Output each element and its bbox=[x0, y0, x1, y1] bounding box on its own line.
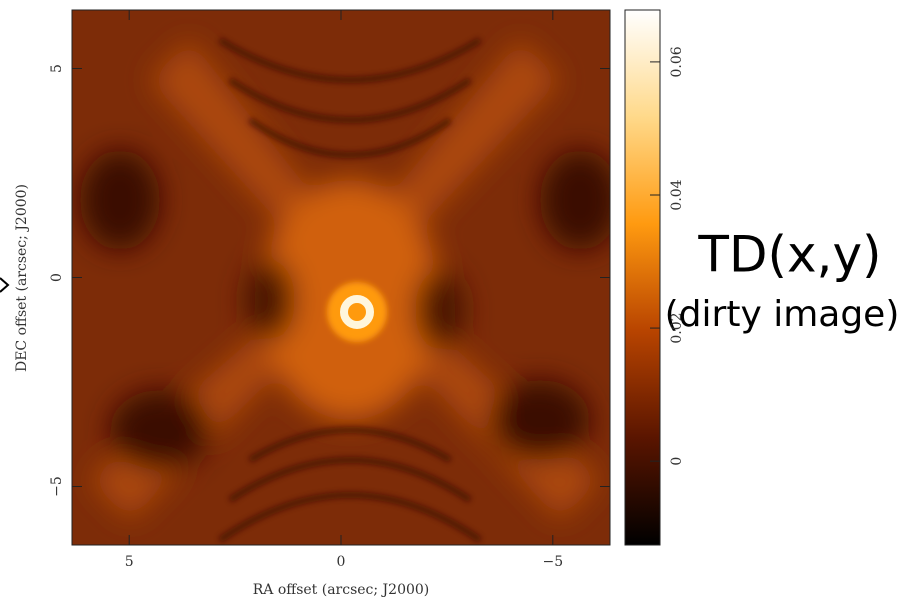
y-tick-label: −5 bbox=[49, 476, 65, 497]
colorbar-tick-label: 0.06 bbox=[669, 46, 685, 77]
arrow bbox=[0, 277, 10, 293]
colorbar-tick-label: 0 bbox=[669, 457, 685, 466]
x-axis-label: RA offset (arcsec; J2000) bbox=[253, 582, 430, 598]
dirty-image bbox=[72, 10, 610, 545]
x-tick-label: −5 bbox=[542, 554, 563, 570]
y-tick-label: 5 bbox=[49, 64, 65, 73]
annotation: (dirty image) bbox=[665, 294, 900, 335]
x-tick-label: 0 bbox=[337, 554, 346, 570]
colorbar-tick-label: 0.02 bbox=[669, 312, 685, 343]
x-tick-label: 5 bbox=[125, 554, 134, 570]
colorbar bbox=[624, 9, 661, 546]
y-axis-label: DEC offset (arcsec; J2000) bbox=[14, 184, 30, 372]
y-tick-label: 0 bbox=[49, 273, 65, 282]
annotation: TD(x,y) bbox=[697, 226, 881, 284]
colorbar-tick-label: 0.04 bbox=[669, 179, 685, 210]
